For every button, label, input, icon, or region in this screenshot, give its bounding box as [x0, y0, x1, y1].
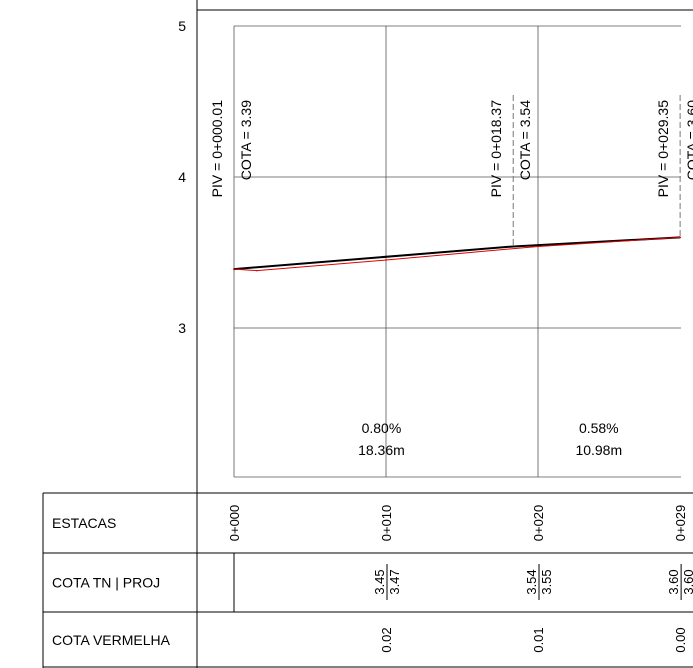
table-estaca: 0+010: [379, 505, 394, 542]
table-cota-vermelha: 0.01: [531, 627, 546, 652]
slope-percent: 0.58%: [579, 420, 619, 436]
y-tick-label: 5: [178, 18, 186, 34]
y-tick-label: 3: [178, 320, 186, 336]
table-cota-vermelha: 0.00: [673, 627, 688, 652]
table-cota-proj: 3.60: [681, 569, 693, 594]
piv-label: PIV = 0+029.35: [655, 100, 671, 198]
terrain-point: [537, 245, 539, 248]
table-cota-tn: 3.54: [524, 569, 539, 594]
table-row-label: ESTACAS: [52, 515, 116, 531]
table-estaca: 0+029: [673, 505, 688, 542]
cota-label: COTA = 3.60: [684, 100, 693, 180]
terrain-point: [679, 236, 681, 239]
terrain-point: [385, 259, 387, 261]
terrain-point: [255, 269, 258, 272]
terrain-point: [233, 268, 235, 270]
table-cota-proj: 3.47: [387, 569, 402, 594]
project-point: [512, 245, 515, 248]
terrain-line: [233, 236, 681, 272]
table-cota-proj: 3.55: [539, 569, 554, 594]
table-cota-tn: 3.60: [666, 569, 681, 594]
table-estaca: 0+000: [227, 505, 242, 542]
table-estaca: 0+020: [531, 505, 546, 542]
table-row-label: COTA TN | PROJ: [52, 575, 160, 591]
slope-percent: 0.80%: [362, 420, 402, 436]
cota-label: COTA = 3.54: [517, 100, 533, 180]
table-cota-tn: 3.45: [372, 569, 387, 594]
y-tick-label: 4: [178, 169, 186, 185]
piv-label: PIV = 0+018.37: [488, 100, 504, 198]
piv-label: PIV = 0+000.01: [209, 100, 225, 198]
cota-label: COTA = 3.39: [238, 100, 254, 180]
table-cota-vermelha: 0.02: [379, 627, 394, 652]
table-row-label: COTA VERMELHA: [52, 632, 171, 648]
slope-length: 10.98m: [575, 442, 622, 458]
slope-length: 18.36m: [358, 442, 405, 458]
